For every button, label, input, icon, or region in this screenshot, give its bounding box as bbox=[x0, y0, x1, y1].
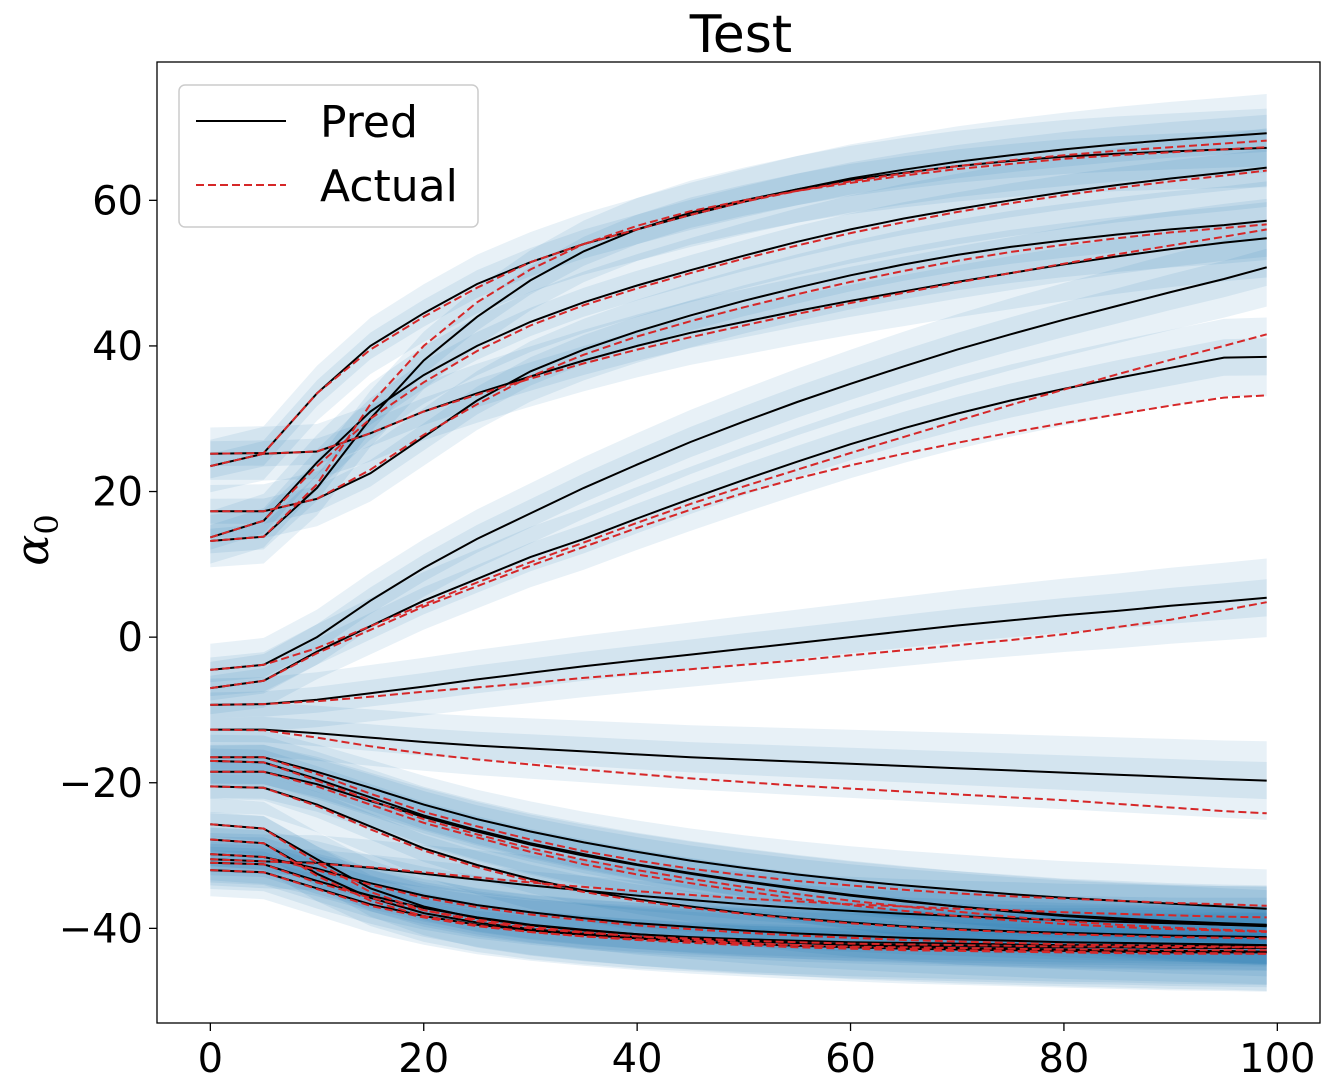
y-tick-label-0: 0 bbox=[118, 615, 143, 661]
actual-line-s5 bbox=[210, 228, 1267, 468]
legend-label-actual: Actual bbox=[320, 161, 458, 212]
uncertainty-band-s8-inner bbox=[210, 579, 1267, 718]
actual-line-s11 bbox=[210, 759, 1267, 933]
y-axis-label-subscript: 0 bbox=[28, 514, 66, 534]
x-tick-label-100: 100 bbox=[1239, 1036, 1315, 1082]
svg-text:α0: α0 bbox=[5, 514, 66, 565]
pred-line-s17 bbox=[210, 853, 1267, 947]
x-tick-label-40: 40 bbox=[612, 1036, 663, 1082]
y-axis: −40 −20 0 20 40 60 bbox=[59, 178, 157, 952]
uncertainty-band-s3-outer bbox=[210, 128, 1267, 564]
series-lines bbox=[210, 132, 1267, 955]
actual-line-s19 bbox=[210, 869, 1267, 955]
x-axis: 0 20 40 60 80 100 bbox=[198, 1023, 1316, 1082]
pred-line-s14 bbox=[210, 823, 1267, 947]
uncertainty-band-s3-inner bbox=[210, 149, 1267, 550]
pred-line-s4 bbox=[210, 219, 1267, 513]
legend-label-pred: Pred bbox=[320, 97, 418, 148]
x-tick-label-0: 0 bbox=[198, 1036, 223, 1082]
uncertainty-band-s2-inner bbox=[210, 129, 1267, 554]
uncertainty-band-s7-outer bbox=[210, 317, 1267, 715]
uncertainty-band-s14-outer bbox=[210, 798, 1267, 986]
pred-line-s6 bbox=[210, 266, 1267, 671]
legend: Pred Actual bbox=[178, 84, 479, 228]
y-axis-label: α0 bbox=[5, 514, 66, 565]
plot-frame bbox=[156, 61, 1321, 1024]
actual-line-s1 bbox=[210, 139, 1267, 455]
uncertainty-band-s10-inner bbox=[210, 744, 1267, 928]
actual-line-s9 bbox=[210, 728, 1267, 815]
actual-line-s4 bbox=[210, 223, 1267, 513]
pred-line-s7 bbox=[210, 355, 1267, 690]
actual-line-s12 bbox=[210, 770, 1267, 933]
pred-line-s16 bbox=[210, 858, 1267, 927]
chart-title: Test bbox=[689, 5, 792, 65]
uncertainty-band-s1-outer bbox=[210, 94, 1267, 480]
y-tick-label--40: −40 bbox=[59, 906, 143, 952]
uncertainty-band-s9-inner bbox=[210, 716, 1267, 800]
uncertainty-band-s5-inner bbox=[210, 219, 1267, 479]
y-tick-label--20: −20 bbox=[59, 761, 143, 807]
uncertainty-band-s5-outer bbox=[210, 198, 1267, 493]
actual-line-s16 bbox=[210, 858, 1267, 919]
uncertainty-band-s19-outer bbox=[210, 843, 1267, 992]
uncertainty-band-s13-outer bbox=[210, 760, 1267, 977]
x-tick-label-20: 20 bbox=[398, 1036, 449, 1082]
uncertainty-band-s13-inner bbox=[210, 774, 1267, 956]
uncertainty-band-s9-outer bbox=[210, 702, 1267, 820]
y-axis-label-symbol: α bbox=[5, 535, 59, 566]
uncertainty-band-s2-outer bbox=[210, 108, 1267, 568]
uncertainty-band-s1-inner bbox=[210, 114, 1267, 467]
actual-line-s3 bbox=[210, 169, 1267, 539]
uncertainty-band-s4-outer bbox=[210, 181, 1267, 539]
uncertainty-band-s12-inner bbox=[210, 759, 1267, 944]
uncertainty-band-s6-inner bbox=[210, 248, 1267, 683]
pred-line-s9 bbox=[210, 728, 1267, 782]
actual-line-s6 bbox=[210, 333, 1267, 671]
actual-line-s7 bbox=[210, 394, 1267, 690]
uncertainty-band-s6-outer bbox=[210, 228, 1267, 697]
actual-line-s8 bbox=[210, 601, 1267, 706]
actual-line-s18 bbox=[210, 861, 1267, 955]
uncertainty-band-s11-outer bbox=[210, 734, 1267, 966]
uncertainty-band-s17-inner bbox=[210, 841, 1267, 964]
pred-line-s8 bbox=[210, 596, 1267, 706]
x-tick-label-60: 60 bbox=[825, 1036, 876, 1082]
y-tick-label-60: 60 bbox=[92, 178, 143, 224]
pred-line-s3 bbox=[210, 166, 1267, 539]
actual-line-s17 bbox=[210, 853, 1267, 949]
y-tick-label-20: 20 bbox=[92, 470, 143, 516]
uncertainty-bands bbox=[210, 94, 1267, 992]
actual-line-s14 bbox=[210, 823, 1267, 949]
uncertainty-band-s7-inner bbox=[210, 338, 1267, 701]
y-tick-label-40: 40 bbox=[92, 324, 143, 370]
actual-line-s10 bbox=[210, 756, 1267, 907]
actual-line-s13 bbox=[210, 785, 1267, 940]
x-tick-label-80: 80 bbox=[1038, 1036, 1089, 1082]
actual-line-s2 bbox=[210, 146, 1267, 542]
